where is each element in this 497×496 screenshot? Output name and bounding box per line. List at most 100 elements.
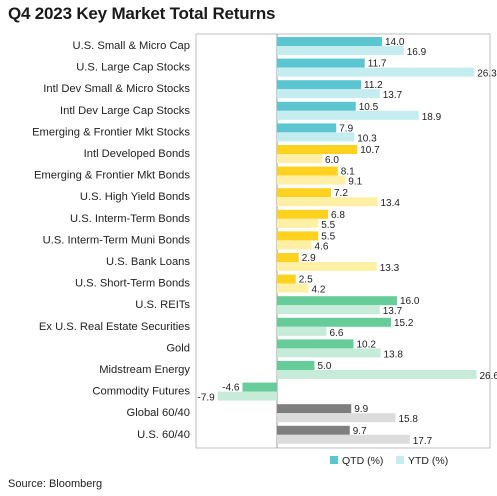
ytd-value-label: 6.6: [330, 328, 344, 339]
qtd-value-label: 6.8: [331, 210, 345, 221]
category-label: U.S. Interm-Term Muni Bonds: [43, 234, 191, 246]
ytd-value-label: 13.7: [383, 306, 403, 317]
ytd-bar-commodity-futures: [217, 391, 277, 401]
ytd-value-label: 6.0: [325, 155, 339, 166]
category-label: U.S. Short-Term Bonds: [75, 278, 190, 290]
ytd-value-label: 26.3: [477, 69, 497, 80]
ytd-bar-u-s-large-cap-stocks: [277, 67, 475, 77]
qtd-value-label: 11.2: [364, 80, 383, 91]
qtd-bar-u-s-60-40: [277, 425, 350, 435]
qtd-value-label: 2.5: [299, 275, 313, 286]
ytd-bar-u-s-high-yield-bonds: [277, 197, 378, 207]
category-label: U.S. High Yield Bonds: [80, 191, 190, 203]
chart-source: Source: Bloomberg: [8, 478, 103, 490]
category-label: U.S. Large Cap Stocks: [76, 62, 190, 74]
ytd-bar-intl-dev-small-micro-stocks: [277, 89, 380, 99]
ytd-bar-intl-developed-bonds: [277, 154, 322, 163]
plot-frame: [195, 33, 491, 449]
ytd-bar-u-s-short-term-bonds: [277, 283, 309, 293]
legend-swatch-qtd: [330, 456, 338, 464]
qtd-value-label: 9.7: [353, 426, 367, 437]
ytd-bar-u-s-60-40: [277, 434, 410, 444]
qtd-value-label: 5.5: [321, 231, 335, 242]
ytd-bar-emerging-frontier-mkt-bonds: [277, 175, 346, 185]
ytd-bar-ex-u-s-real-estate-securities: [277, 326, 327, 336]
qtd-bar-u-s-large-cap-stocks: [277, 58, 365, 68]
category-label: U.S. Small & Micro Cap: [73, 40, 191, 52]
category-label: Intl Developed Bonds: [84, 148, 191, 160]
ytd-bar-gold: [277, 348, 381, 358]
qtd-bar-emerging-frontier-mkt-stocks: [277, 123, 337, 133]
ytd-value-label: 4.2: [312, 285, 326, 296]
qtd-bar-u-s-small-micro-cap: [277, 37, 382, 46]
legend-swatch-ytd: [396, 456, 404, 464]
qtd-value-label: 2.9: [302, 253, 316, 264]
qtd-value-label: 9.9: [354, 404, 368, 415]
ytd-bar-midstream-energy: [277, 370, 477, 379]
qtd-value-label: 8.1: [341, 167, 355, 178]
category-label: U.S. 60/40: [137, 429, 190, 441]
category-label: Emerging & Frontier Mkt Stocks: [32, 126, 190, 138]
category-label: U.S. Bank Loans: [106, 256, 190, 268]
ytd-value-label: 9.1: [348, 177, 362, 188]
ytd-value-label: 17.7: [413, 436, 433, 447]
ytd-value-label: 18.9: [422, 112, 442, 123]
qtd-value-label: 14.0: [385, 37, 405, 48]
ytd-value-label: 13.4: [381, 198, 401, 209]
legend-label-qtd: QTD (%): [342, 455, 383, 467]
category-label: Ex U.S. Real Estate Securities: [39, 321, 190, 333]
ytd-value-label: 10.3: [357, 133, 377, 144]
ytd-value-label: 5.5: [321, 220, 335, 231]
category-label: U.S. Interm-Term Bonds: [70, 213, 190, 225]
qtd-bar-u-s-reits: [277, 296, 397, 306]
ytd-value-label: 26.6: [480, 371, 497, 382]
ytd-bar-u-s-small-micro-cap: [277, 46, 404, 55]
qtd-bar-u-s-short-term-bonds: [277, 274, 296, 284]
legend-label-ytd: YTD (%): [408, 455, 448, 467]
ytd-bar-u-s-bank-loans: [277, 262, 377, 271]
qtd-bar-gold: [277, 339, 354, 349]
ytd-bar-global-60-40: [277, 413, 396, 423]
qtd-value-label: 7.9: [339, 123, 353, 134]
category-label: U.S. REITs: [135, 299, 190, 311]
qtd-value-label: 15.2: [394, 318, 414, 329]
qtd-value-label: -4.6: [222, 383, 240, 394]
category-label: Global 60/40: [127, 407, 190, 419]
ytd-value-label: 13.7: [383, 90, 403, 101]
qtd-bar-intl-dev-large-cap-stocks: [277, 101, 356, 111]
qtd-value-label: 10.5: [359, 102, 379, 113]
ytd-bar-u-s-interm-term-muni-bonds: [277, 240, 312, 250]
qtd-value-label: 10.7: [360, 145, 380, 156]
qtd-bar-emerging-frontier-mkt-bonds: [277, 166, 338, 176]
category-label: Intl Dev Large Cap Stocks: [60, 105, 190, 117]
ytd-value-label: 13.8: [384, 349, 404, 360]
qtd-value-label: 16.0: [400, 296, 420, 307]
ytd-value-label: 15.8: [399, 414, 419, 425]
qtd-bar-u-s-interm-term-bonds: [277, 209, 328, 219]
qtd-bar-intl-developed-bonds: [277, 145, 358, 154]
qtd-bar-ex-u-s-real-estate-securities: [277, 317, 391, 327]
qtd-value-label: 7.2: [334, 188, 348, 199]
category-label: Emerging & Frontier Mkt Bonds: [34, 170, 190, 182]
category-label: Intl Dev Small & Micro Stocks: [43, 83, 190, 95]
ytd-value-label: -7.9: [198, 393, 216, 404]
ytd-value-label: 13.3: [380, 263, 400, 274]
category-label: Midstream Energy: [99, 364, 190, 376]
ytd-bar-u-s-reits: [277, 305, 380, 315]
ytd-bar-intl-dev-large-cap-stocks: [277, 110, 419, 120]
qtd-bar-commodity-futures: [242, 382, 277, 392]
qtd-value-label: 11.7: [368, 59, 387, 70]
qtd-bar-midstream-energy: [277, 361, 315, 370]
qtd-bar-u-s-high-yield-bonds: [277, 188, 331, 198]
ytd-bar-emerging-frontier-mkt-stocks: [277, 132, 355, 142]
category-label: Gold: [166, 342, 190, 354]
qtd-value-label: 10.2: [357, 339, 377, 350]
ytd-value-label: 16.9: [407, 47, 427, 58]
qtd-bar-u-s-interm-term-muni-bonds: [277, 231, 319, 241]
ytd-value-label: 4.6: [315, 241, 329, 252]
qtd-bar-global-60-40: [277, 404, 352, 414]
qtd-bar-intl-dev-small-micro-stocks: [277, 80, 361, 90]
qtd-value-label: 5.0: [318, 361, 332, 372]
ytd-bar-u-s-interm-term-bonds: [277, 218, 319, 228]
